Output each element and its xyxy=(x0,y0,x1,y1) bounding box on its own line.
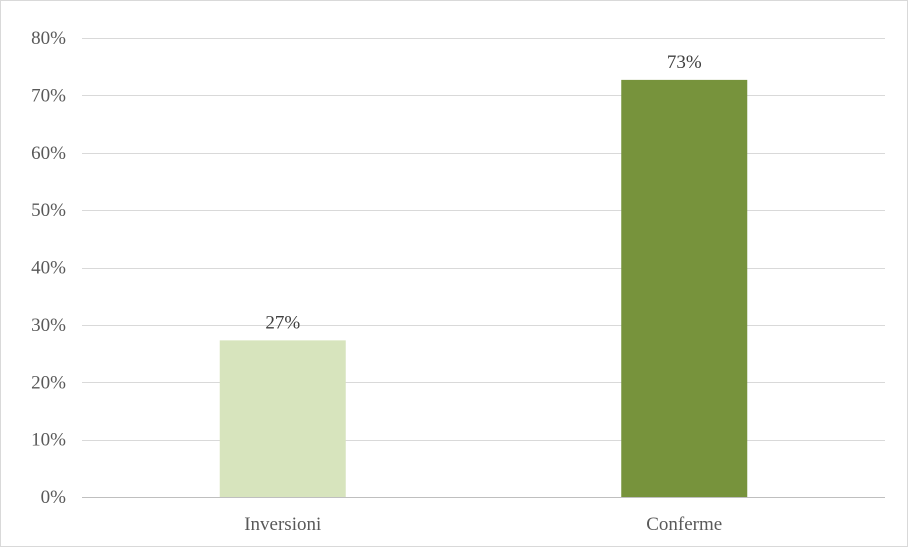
bars xyxy=(219,79,748,497)
x-tick-label: Inversioni xyxy=(244,514,321,535)
y-tick-label: 80% xyxy=(31,28,66,49)
y-tick-label: 50% xyxy=(31,200,66,221)
y-tick-label: 60% xyxy=(31,143,66,164)
x-tick-label: Conferme xyxy=(646,514,722,535)
bar-conferme xyxy=(621,79,748,497)
y-tick-label: 0% xyxy=(41,487,67,508)
data-label: 27% xyxy=(265,312,300,333)
bar-inversioni xyxy=(219,340,346,497)
x-axis-tick-labels: Inversioni Conferme xyxy=(244,514,722,535)
gridlines xyxy=(82,38,885,498)
y-tick-label: 30% xyxy=(31,315,66,336)
y-tick-label: 10% xyxy=(31,430,66,451)
data-labels: 27% 73% xyxy=(265,52,702,333)
y-tick-label: 20% xyxy=(31,372,66,393)
y-tick-label: 40% xyxy=(31,258,66,279)
y-tick-label: 70% xyxy=(31,85,66,106)
data-label: 73% xyxy=(667,52,702,73)
y-axis-tick-labels: 0% 10% 20% 30% 40% 50% 60% 70% 80% xyxy=(31,28,66,508)
